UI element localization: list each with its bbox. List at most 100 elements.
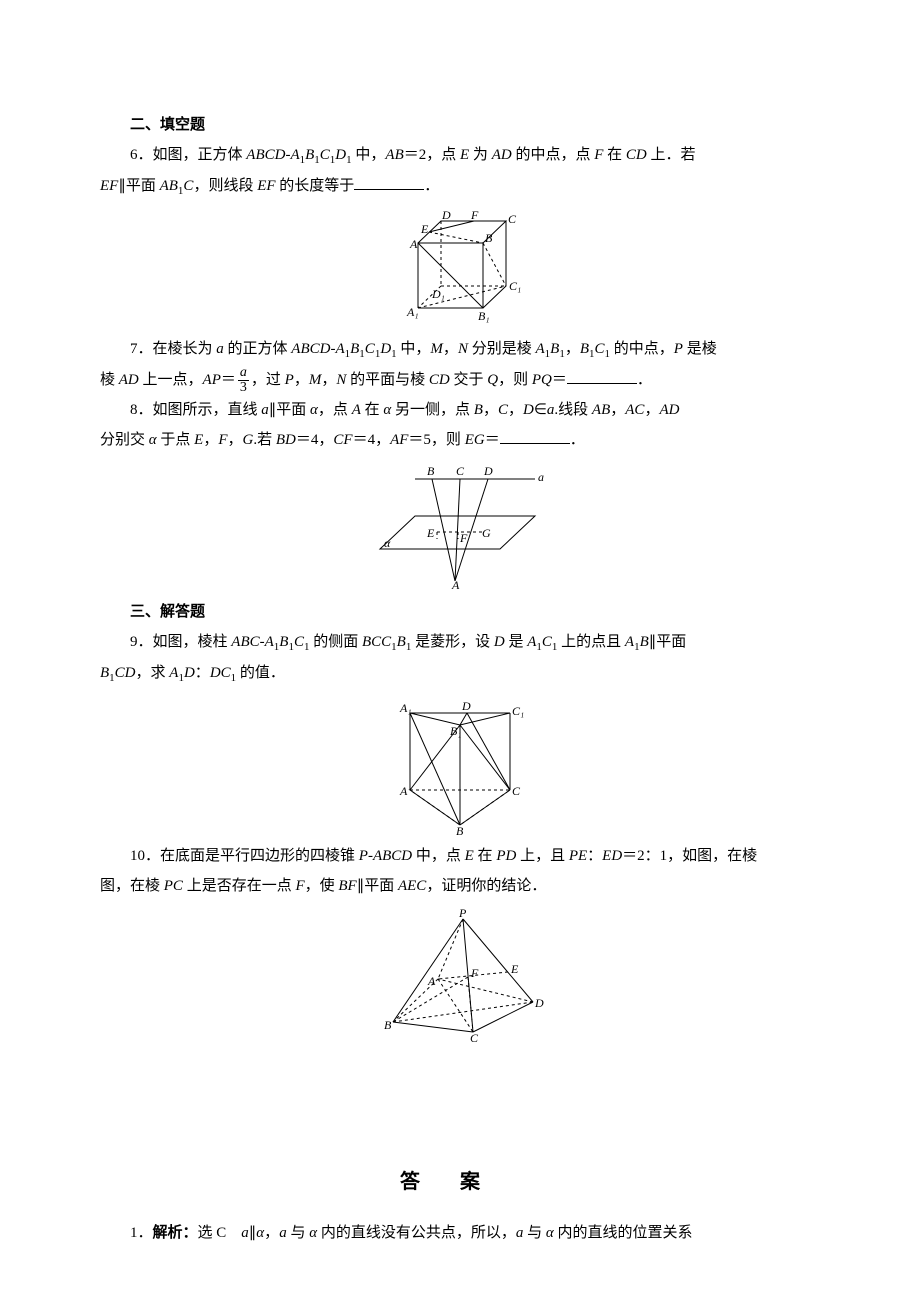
q6-ta: 如图，正方体 bbox=[153, 147, 247, 163]
q7-tl: 的平面与棱 bbox=[346, 372, 429, 388]
a1-te: 内的直线没有公共点，所以， bbox=[317, 1225, 516, 1241]
q8-ti: 分别交 bbox=[100, 432, 149, 448]
q6-tf: 在 bbox=[603, 147, 626, 163]
q7-tj: ＝ bbox=[221, 372, 236, 388]
q10-tg: 上是否存在一点 bbox=[183, 878, 296, 894]
q10-td: 上，且 bbox=[516, 848, 569, 864]
f9-D: D bbox=[461, 699, 471, 713]
q7-frac-den: 3 bbox=[238, 380, 249, 395]
figure-q9: A₁ B₁ C₁ D A C B bbox=[380, 695, 540, 835]
q7-a1b1: A bbox=[535, 341, 544, 357]
q8-F: F bbox=[218, 432, 227, 448]
q7-tn: ，则 bbox=[498, 372, 532, 388]
f8-F: F bbox=[459, 531, 468, 545]
f10-E: E bbox=[510, 962, 519, 976]
a1-alpha3: α bbox=[546, 1225, 554, 1241]
q7-m: M bbox=[430, 341, 443, 357]
q9-ti: 的值． bbox=[236, 665, 285, 681]
q6-td: 为 bbox=[469, 147, 492, 163]
q6-tb: 中， bbox=[352, 147, 386, 163]
q6-ef2: EF bbox=[257, 178, 275, 194]
figure-q6: A B C D E F A₁ B₁ C₁ D₁ bbox=[383, 208, 538, 328]
q6-c: C bbox=[320, 147, 330, 163]
q8-B: B bbox=[474, 402, 483, 418]
a1-label: 解析： bbox=[153, 1225, 198, 1241]
f6-B: B bbox=[485, 231, 493, 245]
q7-blank bbox=[567, 369, 637, 384]
q10-num: 10． bbox=[130, 848, 160, 864]
q7-b1c1: B bbox=[580, 341, 589, 357]
q7-b: B bbox=[350, 341, 359, 357]
q6-th: ∥平面 bbox=[118, 178, 159, 194]
q6: 6．如图，正方体 ABCD-A1B1C1D1 中，AB＝2，点 E 为 AD 的… bbox=[100, 140, 820, 171]
a1-choice: 选 C bbox=[198, 1225, 242, 1241]
q6-ad: AD bbox=[492, 147, 512, 163]
f6-F: F bbox=[470, 208, 479, 222]
q8-tg: ∈ bbox=[534, 402, 547, 418]
q10-tb: 中，点 bbox=[412, 848, 465, 864]
q7-n2: N bbox=[336, 372, 346, 388]
q7-frac-num: a bbox=[238, 366, 249, 380]
q7-c2: C bbox=[595, 341, 605, 357]
q9-d2: D bbox=[184, 665, 195, 681]
q8-tb: ∥平面 bbox=[269, 402, 310, 418]
q7-td: ， bbox=[443, 341, 458, 357]
q10-f: F bbox=[295, 878, 304, 894]
f8-a: a bbox=[538, 470, 544, 484]
f6-A: A bbox=[409, 237, 418, 251]
q10-cont: 图，在棱 PC 上是否存在一点 F，使 BF∥平面 AEC，证明你的结论． bbox=[100, 871, 820, 901]
q9: 9．如图，棱柱 ABC-A1B1C1 的侧面 BCC1B1 是菱形，设 D 是 … bbox=[100, 627, 820, 658]
q7-b2: B bbox=[550, 341, 559, 357]
q10-te: ： bbox=[587, 848, 602, 864]
q8-tl2: ＝4， bbox=[353, 432, 391, 448]
a1-td: 与 bbox=[287, 1225, 310, 1241]
f10-D: D bbox=[534, 996, 544, 1010]
f9-A1: A₁ bbox=[399, 701, 412, 715]
q6-b: B bbox=[305, 147, 314, 163]
q8-bd: BD bbox=[276, 432, 296, 448]
section3-header: 三、解答题 bbox=[100, 597, 820, 627]
q7-frac: a3 bbox=[238, 366, 249, 395]
q9-b2: B bbox=[397, 634, 406, 650]
q8-num: 8． bbox=[130, 402, 153, 418]
q8-tj: 于点 bbox=[157, 432, 195, 448]
q10-ed: ED bbox=[602, 848, 622, 864]
f8-B: B bbox=[427, 464, 435, 478]
a1-tf: 内的直线的位置关系 bbox=[554, 1225, 693, 1241]
q7-td3: ， bbox=[321, 372, 336, 388]
q7-tg: 的中点， bbox=[610, 341, 674, 357]
f6-C: C bbox=[508, 212, 517, 226]
q8-a2: a bbox=[547, 402, 555, 418]
q10-pc: PC bbox=[164, 878, 183, 894]
q9-dc1: DC bbox=[210, 665, 231, 681]
f9-C: C bbox=[512, 784, 521, 798]
q6-c2: C bbox=[183, 178, 193, 194]
figure-q8: B C D a E F G α A bbox=[360, 461, 560, 591]
q8: 8．如图所示，直线 a∥平面 α，点 A 在 α 另一侧，点 B，C，D∈a.线… bbox=[100, 395, 820, 425]
f6-A1: A₁ bbox=[406, 305, 419, 319]
f8-A: A bbox=[451, 578, 460, 591]
q8-period: ． bbox=[570, 432, 585, 448]
q10: 10．在底面是平行四边形的四棱锥 P-ABCD 中，点 E 在 PD 上，且 P… bbox=[100, 841, 820, 871]
f9-B: B bbox=[456, 824, 464, 835]
q8-af: AF bbox=[390, 432, 408, 448]
q7-ta: 在棱长为 bbox=[153, 341, 217, 357]
q6-ab: AB bbox=[385, 147, 403, 163]
f6-C1: C₁ bbox=[509, 279, 521, 293]
q7-th: 是棱 bbox=[683, 341, 717, 357]
f8-E: E bbox=[426, 526, 435, 540]
q7-c: C bbox=[365, 341, 375, 357]
q9-bcc1b1: BCC bbox=[362, 634, 391, 650]
q7-ad: AD bbox=[119, 372, 139, 388]
q9-num: 9． bbox=[130, 634, 153, 650]
q7-a: a bbox=[216, 341, 224, 357]
f6-E: E bbox=[420, 222, 429, 236]
q8-tf3: ， bbox=[610, 402, 625, 418]
q6-tj: 的长度等于 bbox=[276, 178, 355, 194]
answer-title: 答案 bbox=[100, 1162, 820, 1202]
q7-pq: PQ bbox=[532, 372, 552, 388]
a1-num: 1． bbox=[130, 1225, 153, 1241]
q6-ti: ，则线段 bbox=[193, 178, 257, 194]
q7: 7．在棱长为 a 的正方体 ABCD-A1B1C1D1 中，M，N 分别是棱 A… bbox=[100, 334, 820, 365]
q7-abcd: ABCD-A bbox=[291, 341, 344, 357]
